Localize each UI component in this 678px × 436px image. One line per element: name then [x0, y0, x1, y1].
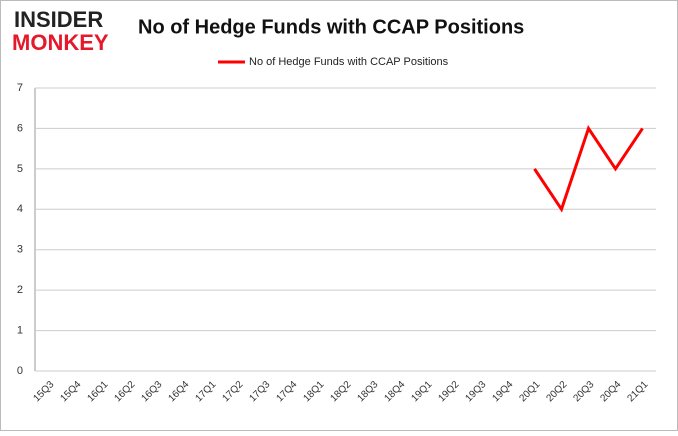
y-tick-label: 2 [17, 284, 23, 296]
y-tick-label: 6 [17, 122, 23, 134]
legend-label: No of Hedge Funds with CCAP Positions [249, 56, 449, 68]
y-tick-label: 7 [17, 82, 23, 94]
y-tick-label: 4 [17, 203, 23, 215]
y-tick-label: 0 [17, 365, 23, 377]
y-tick-label: 3 [17, 244, 23, 256]
series-line [533, 125, 644, 213]
chart-title: No of Hedge Funds with CCAP Positions [138, 16, 524, 38]
logo-top: INSIDER [14, 7, 103, 32]
y-tick-label: 1 [17, 324, 23, 336]
logo-bottom: MONKEY [12, 30, 109, 55]
y-tick-label: 5 [17, 163, 23, 175]
